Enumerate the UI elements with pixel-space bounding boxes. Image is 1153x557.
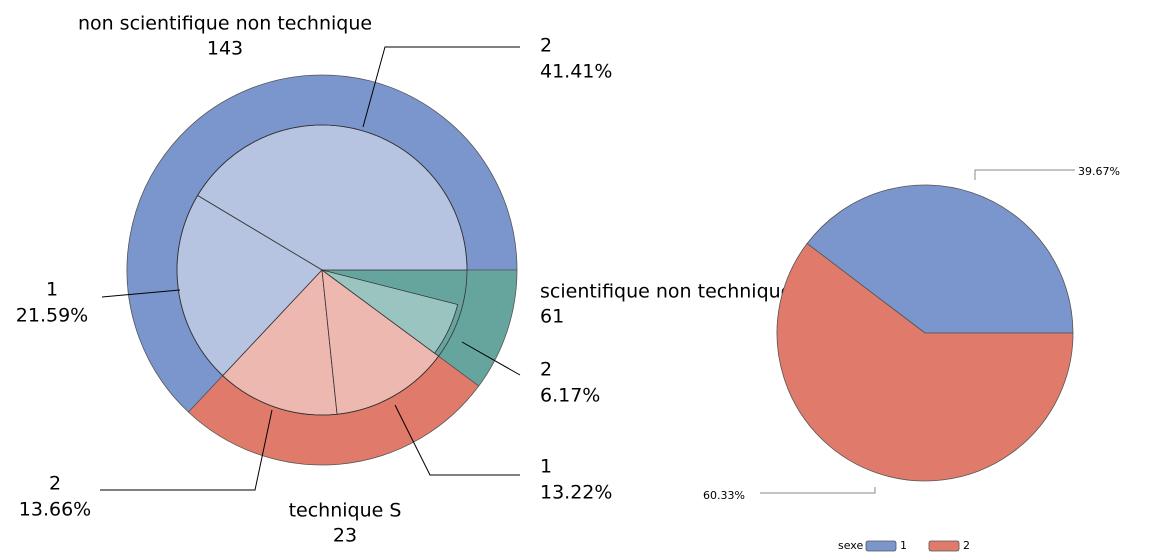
outer-label: non scientifique non technique: [78, 13, 372, 35]
inner-value: 13.66%: [19, 499, 91, 521]
legend-label: 1: [900, 539, 907, 552]
inner-label: 2: [49, 473, 61, 495]
leader-line: [461, 341, 521, 376]
leader-line: [394, 404, 520, 476]
outer-value: 23: [333, 525, 357, 547]
inner-label: 2: [540, 359, 552, 381]
outer-value: 143: [207, 38, 243, 60]
inner-value: 41.41%: [540, 61, 612, 83]
slice: [776, 242, 1074, 482]
leader-line: [100, 409, 273, 491]
inner-label: 1: [540, 456, 552, 478]
outer-label: scientifique non technique: [540, 281, 792, 303]
inner-value: 21.59%: [16, 305, 88, 327]
slice-label: 60.33%: [703, 489, 745, 502]
inner-value: 13.22%: [540, 482, 612, 504]
slice-label: 39.67%: [1078, 165, 1120, 178]
inner-value: 6.17%: [540, 385, 600, 407]
outer-label: technique S: [289, 500, 402, 522]
leader-line: [101, 289, 181, 298]
inner-label: 2: [540, 35, 552, 57]
legend-swatch: [865, 540, 897, 552]
legend-label: 2: [963, 539, 970, 552]
leader-line: [362, 46, 520, 128]
legend-title: sexe: [838, 539, 863, 552]
leader-line: [760, 487, 876, 494]
outer-value: 61: [540, 306, 564, 328]
leader-line: [974, 169, 1075, 180]
inner-slice: [321, 269, 459, 354]
slice: [806, 184, 1074, 334]
inner-outline: [176, 124, 468, 416]
inner-label: 1: [46, 279, 58, 301]
legend-swatch: [928, 540, 960, 552]
